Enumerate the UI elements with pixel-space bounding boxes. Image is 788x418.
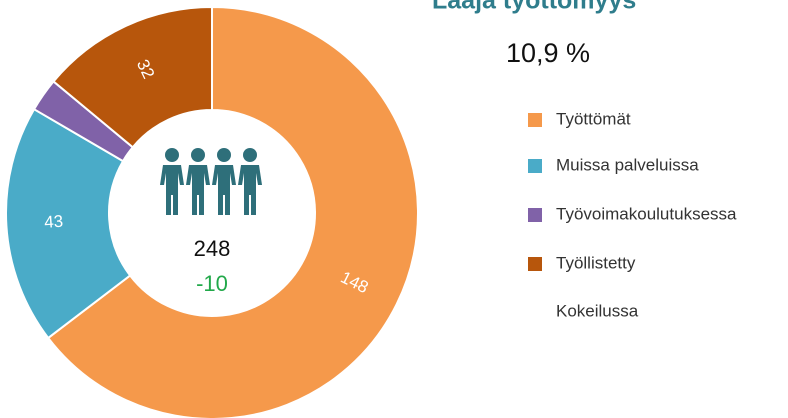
legend-label: Työllistetty [556, 253, 636, 272]
legend-swatch [528, 208, 542, 222]
rate: 10,9 % [506, 38, 590, 68]
legend: Työttömät Muissa palveluissa Työvoimakoulu… [528, 109, 737, 320]
total: 248 [194, 236, 231, 261]
donut-segment [52, 5, 213, 149]
legend-label: Kokeilussa [556, 301, 639, 320]
value-label: 43 [44, 212, 64, 232]
legend-label: Työttömät [556, 109, 631, 128]
legend-swatch [528, 257, 542, 271]
people-icon [160, 148, 262, 215]
legend-label: Muissa palveluissa [556, 155, 699, 174]
legend-swatch [528, 113, 542, 127]
donut-segment [46, 5, 419, 418]
title: Laaja työttömyys [432, 0, 636, 15]
legend-label: Työvoimakoulutuksessa [556, 204, 737, 223]
change: -10 [196, 271, 228, 296]
legend-swatch [528, 159, 542, 173]
donut-segment [5, 107, 132, 340]
